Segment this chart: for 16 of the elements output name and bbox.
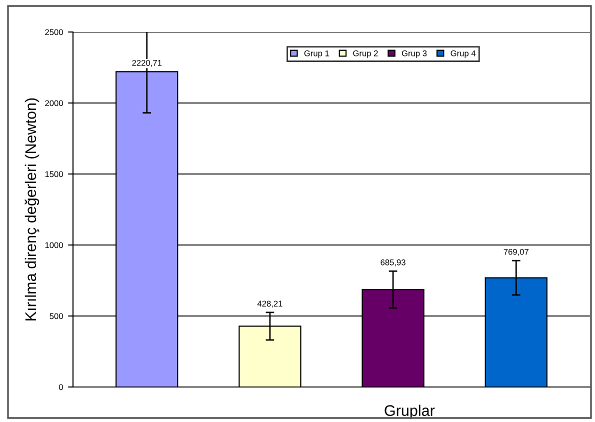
y-axis-title: Kırılma direnç değerleri (Newton) — [24, 98, 40, 320]
legend-label: Grup 4 — [450, 50, 476, 58]
x-axis-title: Gruplar — [384, 404, 435, 419]
legend-label: Grup 2 — [353, 50, 378, 58]
y-tick-label: 2500 — [45, 29, 63, 36]
y-tick-label: 500 — [50, 313, 63, 320]
y-tick-label: 1000 — [45, 242, 63, 248]
y-tick-label: 1500 — [45, 171, 63, 178]
y-tick-label: 2000 — [45, 100, 63, 106]
y-tick-label: 0 — [58, 384, 63, 390]
data-label: 685,93 — [380, 259, 406, 266]
data-label: 769,07 — [504, 248, 528, 256]
legend-label: Grup 3 — [402, 50, 427, 58]
legend-label: Grup 1 — [304, 50, 329, 58]
data-label: 428,21 — [257, 300, 282, 308]
data-label: 2220,71 — [132, 60, 162, 67]
